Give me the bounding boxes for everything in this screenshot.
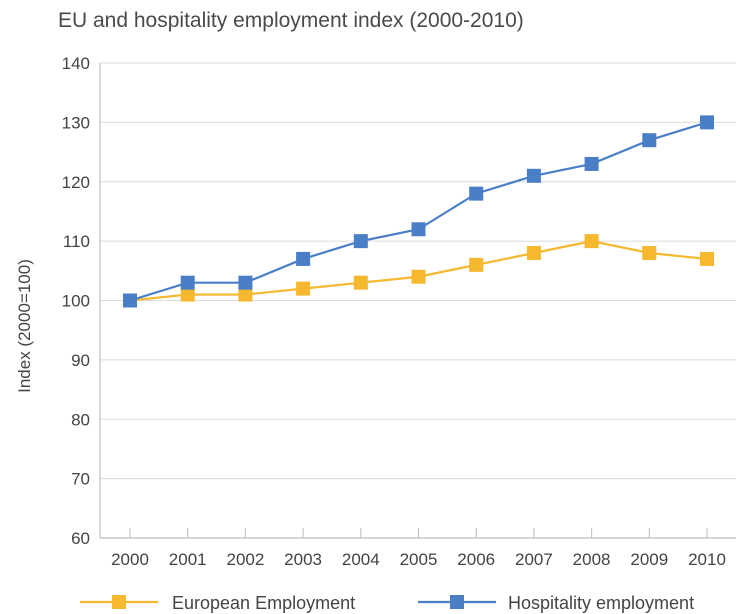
series-1-point-2005 xyxy=(411,222,426,237)
x-tick-label-2009: 2009 xyxy=(630,550,668,569)
y-tick-label-140: 140 xyxy=(62,54,90,73)
series-1-point-2009 xyxy=(642,133,657,148)
y-tick-label-60: 60 xyxy=(71,529,90,548)
legend-label-1: Hospitality employment xyxy=(508,593,694,613)
x-tick-label-2002: 2002 xyxy=(226,550,264,569)
x-tick-label-2008: 2008 xyxy=(573,550,611,569)
series-0-point-2009 xyxy=(642,246,657,260)
gridlines xyxy=(100,62,736,480)
y-tick-label-100: 100 xyxy=(62,292,90,311)
series-0-point-2003 xyxy=(296,281,311,296)
series-0-point-2008 xyxy=(584,234,599,249)
chart-title: EU and hospitality employment index (200… xyxy=(58,9,524,32)
axes xyxy=(99,63,736,539)
y-tick-label-90: 90 xyxy=(71,351,90,370)
x-tick-label-2010: 2010 xyxy=(688,550,726,569)
legend-marker-0 xyxy=(112,595,126,609)
x-tick-label-2007: 2007 xyxy=(515,550,553,569)
y-tick-label-70: 70 xyxy=(71,470,90,489)
x-tick-label-2004: 2004 xyxy=(342,550,380,569)
y-tick-label-80: 80 xyxy=(71,410,90,429)
y-axis-label: Index (2000=100) xyxy=(15,259,34,393)
series-1-point-2004 xyxy=(353,234,368,249)
series-0-point-2007 xyxy=(526,246,541,260)
x-tick-labels: 2000 2001 2002 2003 2004 2005 2006 2007 2008 2009… xyxy=(111,550,726,569)
series-0-point-2001 xyxy=(180,287,195,302)
x-tick-label-2006: 2006 xyxy=(457,550,495,569)
y-tick-label-120: 120 xyxy=(62,173,90,192)
series-1-point-2002 xyxy=(238,275,253,290)
y-tick-labels: 60 70 80 90 100 110 120 130 140 xyxy=(62,54,90,548)
series-1-point-2000 xyxy=(123,293,137,308)
y-tick-label-110: 110 xyxy=(63,232,90,251)
y-tick-label-130: 130 xyxy=(62,113,90,132)
series-0-point-2004 xyxy=(353,275,368,290)
x-tick-label-2003: 2003 xyxy=(284,550,322,569)
series-1-point-2006 xyxy=(469,186,484,201)
series-0-point-2006 xyxy=(469,257,484,272)
series-1-point-2007 xyxy=(526,168,541,183)
x-tick-label-2005: 2005 xyxy=(400,550,438,569)
series-1-point-2008 xyxy=(584,156,599,171)
series-0-point-2010 xyxy=(700,251,714,266)
series-0-point-2002 xyxy=(238,287,253,302)
series-1-point-2003 xyxy=(296,251,311,266)
x-tick-label-2000: 2000 xyxy=(111,550,149,569)
series-0-point-2005 xyxy=(411,269,426,284)
series-1-point-2001 xyxy=(180,275,195,290)
series xyxy=(123,115,714,308)
legend: European Employment Hospitality employmen… xyxy=(80,593,694,613)
x-tick-label-2001: 2001 xyxy=(169,550,207,569)
legend-marker-1 xyxy=(450,595,464,609)
series-1-point-2010 xyxy=(700,115,714,130)
legend-label-0: European Employment xyxy=(172,593,355,613)
